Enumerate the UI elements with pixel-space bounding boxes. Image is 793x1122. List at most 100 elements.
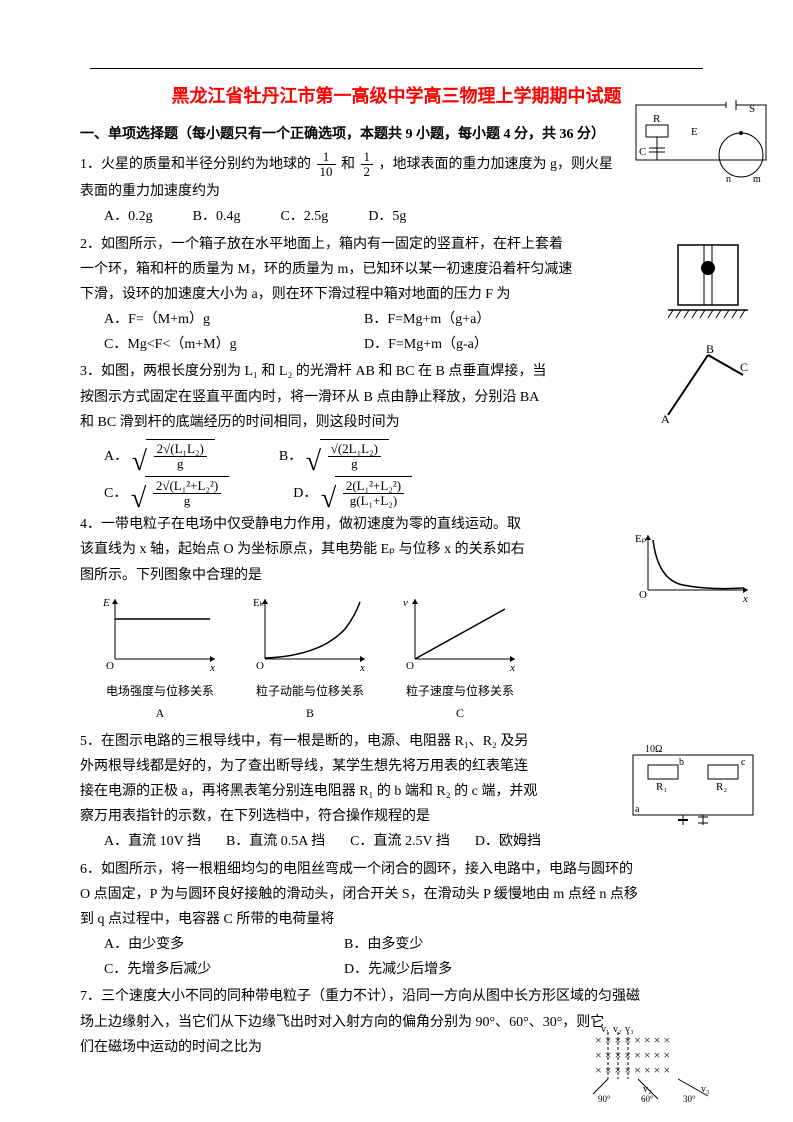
q2-opt-c: C．Mg<F<（m+M）g — [104, 332, 324, 357]
q2-l3: 下滑，设环的加速度大小为 a，则在环下滑过程中箱对地面的压力 F 为 — [80, 282, 713, 307]
q7-v3: v₃ — [625, 1024, 634, 1035]
q3-options-row1: A． 2√(L₁L₂)g B． √(2L₁L₂)g — [80, 439, 713, 472]
q6-l1: 6．如图所示，将一根粗细均匀的电阻丝弯成一个闭合的圆环，接入电路中，电路与圆环的 — [80, 857, 713, 882]
label-R: R — [653, 113, 661, 125]
q6-opt-b: B．由多变少 — [344, 932, 423, 957]
q2-l1: 2．如图所示，一个箱子放在水平地面上，箱内有一固定的竖直杆，在杆上套着 — [80, 232, 713, 257]
q5-r2: R₂ — [716, 781, 727, 793]
q6-options-1: A．由少变多 B．由多变少 — [80, 932, 713, 957]
q5-opt-d: D．欧姆挡 — [475, 829, 541, 854]
figure-q6-circuit: S R C E n m — [631, 100, 771, 190]
q3-label-A: A — [661, 412, 670, 425]
q2-options-2: C．Mg<F<（m+M）g D．F=Mg+m（g-a） — [80, 332, 713, 357]
q1-stem-b: ，地球表面的重力加速度为 g，则火星 — [379, 157, 614, 172]
q1-opt-b: B．0.4g — [193, 204, 241, 229]
q5-l4: 察万用表指针的示数，在下列选档中，符合操作规程的是 — [80, 804, 713, 829]
q5-l2: 外两根导线都是好的，为了查出断导线，某学生想先将万用表的红表笔连 — [80, 754, 713, 779]
svg-text:× × × × × × × ×: × × × × × × × × — [595, 1063, 670, 1077]
q1-opt-d: D．5g — [368, 204, 406, 229]
q5-options: A．直流 10V 挡 B．直流 0.5A 挡 C．直流 2.5V 挡 D．欧姆挡 — [80, 829, 713, 854]
q1-opt-a: A．0.2g — [104, 204, 153, 229]
q7-v2b: v₂ — [643, 1084, 652, 1095]
q7-a90: 90° — [598, 1094, 611, 1104]
figure-q5-circuit: 10Ω R₁ R₂ a b c — [623, 740, 763, 835]
q5-r1: R₁ — [656, 781, 667, 793]
svg-text:x: x — [209, 662, 215, 674]
q5-b: b — [679, 757, 684, 768]
svg-text:× × × × × × × ×: × × × × × × × × — [595, 1033, 670, 1047]
label-C: C — [639, 146, 646, 158]
q3-opt-a: A． 2√(L₁L₂)g — [104, 439, 219, 472]
q4-l3: 图所示。下列图象中合理的是 — [80, 563, 713, 588]
q5-a: a — [635, 804, 640, 815]
q7-v2: v₂ — [613, 1024, 622, 1035]
q1-stem-a: 1．火星的质量和半径分别约为地球的 — [80, 157, 311, 172]
label-m: m — [753, 174, 761, 185]
q3-l1: 3．如图，两根长度分别为 L₁ 和 L₂ 的光滑杆 AB 和 BC 在 B 点垂… — [80, 359, 713, 384]
q3-opt-b: B． √(2L₁L₂)g — [279, 439, 393, 472]
svg-text:E: E — [102, 597, 110, 609]
q4-l2: 该直线为 x 轴，起始点 O 为坐标原点，其电势能 Eₚ 与位移 x 的关系如右 — [80, 537, 713, 562]
question-4: 4．一带电粒子在电场中仅受静电力作用，做初速度为零的直线运动。取 该直线为 x … — [80, 512, 713, 588]
q7-v3b: v₃ — [701, 1084, 710, 1095]
question-6: 6．如图所示，将一根粗细均匀的电阻丝弯成一个闭合的圆环，接入电路中，电路与圆环的… — [80, 857, 713, 933]
q3-options-row2: C． 2√(L₁²+L₂²)g D． 2(L₁²+L₂²)g(L₁+L₂) — [80, 476, 713, 509]
question-1: 1．火星的质量和半径分别约为地球的 110 和 12 ，地球表面的重力加速度为 … — [80, 150, 713, 180]
figure-q2-box — [668, 240, 748, 325]
svg-text:x: x — [359, 662, 365, 674]
axis-ep: Eₚ — [635, 533, 647, 545]
top-rule — [90, 68, 703, 69]
exam-title: 黑龙江省牡丹江市第一高级中学高三物理上学期期中试题 — [80, 80, 713, 112]
chart-A-title: 电场强度与位移关系 — [100, 681, 220, 703]
q5-l3: 接在电源的正极 a，再将黑表笔分别连电阻器 R₁ 的 b 端和 R₂ 的 c 端… — [80, 779, 713, 804]
q6-opt-a: A．由少变多 — [104, 932, 304, 957]
figure-q7-field: × × × × × × × × × × × × × × × × × × × × … — [583, 1024, 753, 1104]
q5-opt-b: B．直流 0.5A 挡 — [226, 829, 325, 854]
q5-opt-a: A．直流 10V 挡 — [104, 829, 201, 854]
q5-c: c — [741, 757, 746, 768]
chart-B-label: B — [250, 703, 370, 725]
q2-options-1: A．F=（M+m）g B．F=Mg+m（g+a） — [80, 307, 713, 332]
label-S: S — [749, 103, 755, 115]
q7-a60: 60° — [641, 1094, 654, 1104]
svg-text:O: O — [106, 660, 114, 672]
q3-opt-c: C． 2√(L₁²+L₂²)g — [104, 476, 233, 509]
chart-B-title: 粒子动能与位移关系 — [250, 681, 370, 703]
q6-options-2: C．先增多后减少 D．先减少后增多 — [80, 957, 713, 982]
q6-opt-c: C．先增多后减少 — [104, 957, 304, 982]
svg-text:× × × × × × × ×: × × × × × × × × — [595, 1048, 670, 1062]
svg-text:O: O — [406, 660, 414, 672]
axis-o: O — [639, 589, 647, 601]
q3-label-C: C — [740, 360, 748, 374]
figure-q3-rods: A B C — [658, 345, 748, 425]
q6-l2: O 点固定，P 为与圆环良好接触的滑动头，闭合开关 S，在滑动头 P 缓慢地由 … — [80, 882, 713, 907]
q4-charts: E O x 电场强度与位移关系 A Eₖ O x 粒子动能与位移关系 B v O — [100, 594, 713, 725]
chart-A-label: A — [100, 703, 220, 725]
q3-label-B: B — [706, 345, 714, 356]
q6-opt-d: D．先减少后增多 — [344, 957, 452, 982]
q5-l1: 5．在图示电路的三根导线中，有一根是断的，电源、电阻器 R₁、R₂ 及另 — [80, 729, 713, 754]
q2-opt-b: B．F=Mg+m（g+a） — [364, 307, 490, 332]
svg-text:x: x — [509, 662, 515, 674]
fraction-1-2: 12 — [361, 150, 374, 180]
figure-q4-ep-curve: Eₚ O x — [633, 530, 753, 605]
chart-C: v O x 粒子速度与位移关系 C — [400, 594, 520, 725]
q5-ohm: 10Ω — [645, 744, 662, 755]
q2-opt-d: D．F=Mg+m（g-a） — [364, 332, 488, 357]
q1-mid: 和 — [341, 157, 355, 172]
q2-l2: 一个环，箱和杆的质量为 M，环的质量为 m，已知环以某一初速度沿着杆匀减速 — [80, 257, 713, 282]
axis-x: x — [742, 593, 748, 605]
q2-opt-a: A．F=（M+m）g — [104, 307, 324, 332]
label-n: n — [726, 174, 731, 185]
question-5: 5．在图示电路的三根导线中，有一根是断的，电源、电阻器 R₁、R₂ 及另 外两根… — [80, 729, 713, 830]
svg-text:Eₖ: Eₖ — [253, 597, 264, 609]
chart-B: Eₖ O x 粒子动能与位移关系 B — [250, 594, 370, 725]
q7-v1: v₁ — [601, 1024, 610, 1035]
question-2: 2．如图所示，一个箱子放在水平地面上，箱内有一固定的竖直杆，在杆上套着 一个环，… — [80, 232, 713, 308]
q1-line2: 表面的重力加速度约为 — [80, 179, 713, 204]
q3-l3: 和 BC 滑到杆的底端经历的时间相同，则这段时间为 — [80, 410, 713, 435]
fraction-1-10: 110 — [317, 150, 336, 180]
chart-C-title: 粒子速度与位移关系 — [400, 681, 520, 703]
q1-options: A．0.2g B．0.4g C．2.5g D．5g — [80, 204, 713, 229]
label-E: E — [691, 126, 698, 138]
